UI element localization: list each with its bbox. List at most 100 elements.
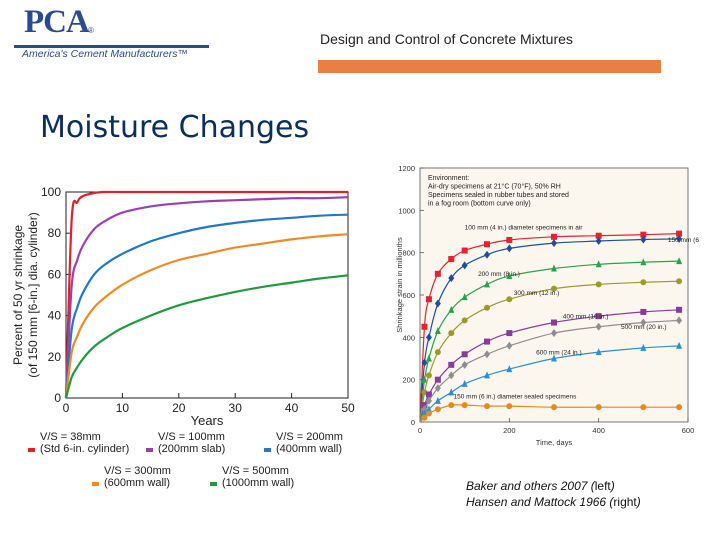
data-point [434, 270, 441, 277]
logo-rule [14, 45, 209, 48]
series-line [64, 274, 349, 399]
data-point [506, 296, 513, 303]
data-point [448, 256, 455, 263]
data-point [448, 371, 455, 380]
data-point [484, 250, 490, 259]
data-point [506, 341, 513, 350]
data-point [676, 341, 683, 349]
data-point [676, 230, 683, 237]
y-axis-label: Shrinkage strain in millionths [395, 237, 404, 333]
legend-label-line1: V/S = 38mm [40, 431, 101, 443]
y-tick-label: 0 [411, 418, 415, 427]
figure-caption: Baker and others 2007 (left) Hansen and … [466, 478, 641, 510]
data-point [506, 271, 513, 279]
data-point [484, 371, 490, 379]
data-point [484, 403, 490, 410]
data-point [421, 358, 428, 367]
legend-label: V/S = 100mm (200mm slab) [158, 431, 225, 455]
data-point [434, 326, 441, 334]
data-point [595, 260, 602, 268]
x-axis-label: Years [191, 413, 224, 428]
data-point [640, 343, 647, 351]
series-label: 150 mm (6 in.) diameter sealed specimens [454, 394, 578, 401]
legend-swatch [146, 448, 153, 452]
y-tick-label: 60 [48, 267, 62, 281]
data-point [484, 350, 490, 359]
x-tick-label: 600 [682, 426, 695, 435]
legend-swatch [92, 482, 99, 486]
caption-right-text: Hansen and Mattock 1966 ( [466, 495, 614, 509]
data-point [461, 261, 468, 270]
data-point [484, 280, 490, 288]
data-point [551, 285, 557, 292]
series-line [64, 233, 349, 399]
data-point [484, 338, 490, 345]
data-point [425, 410, 432, 417]
x-tick-label: 50 [341, 401, 355, 415]
data-point [676, 234, 683, 243]
data-point [421, 402, 428, 409]
slide-title: Moisture Changes [40, 110, 310, 145]
x-tick-label: 400 [592, 426, 605, 435]
data-point [551, 319, 557, 326]
data-point [640, 279, 647, 286]
x-tick-label: 200 [503, 426, 516, 435]
shrinkage-strain-chart: 0 200 400 600 800 1000 1200 0 200 400 600 Time, day… [395, 164, 700, 447]
data-point [425, 391, 432, 398]
x-tick-label: 0 [418, 426, 422, 435]
data-point [676, 404, 683, 411]
data-point [595, 281, 602, 288]
data-point [448, 402, 455, 409]
environment-note: Environment: [428, 175, 469, 182]
y-tick-label: 20 [48, 350, 62, 364]
legend-label-line2: (400mm wall) [276, 443, 342, 455]
data-point [461, 247, 468, 254]
data-point [640, 258, 647, 266]
data-point [640, 231, 647, 238]
logo-tagline: America's Cement Manufacturers™ [22, 48, 188, 60]
caption-left-text: Baker and others 2007 ( [466, 479, 595, 493]
data-point [448, 330, 455, 337]
data-point [461, 360, 468, 369]
legend-label: V/S = 200mm (400mm wall) [276, 431, 343, 455]
y-axis-label: Percent of 50 yr shrinkage [11, 225, 25, 365]
legend-label-line1: V/S = 500mm [222, 465, 289, 477]
logo-registered-mark: ® [88, 26, 94, 35]
data-point [506, 365, 513, 373]
legend-label-line2: (Std 6-in. cylinder) [40, 443, 129, 455]
data-point [434, 376, 441, 383]
legend-swatch [210, 482, 217, 486]
data-point [421, 409, 428, 417]
data-point [448, 361, 455, 368]
environment-note: Air-dry specimens at 21°C (70°F), 50% RH [428, 183, 561, 191]
series-label: 200 mm (8 in.) [478, 271, 520, 278]
y-tick-label: 0 [54, 391, 61, 405]
data-point [595, 232, 602, 239]
data-point [434, 349, 441, 356]
legend-label: V/S = 38mm (Std 6-in. cylinder) [40, 431, 129, 455]
data-point [421, 323, 428, 330]
y-tick-label: 100 [41, 185, 61, 199]
data-point [551, 233, 557, 240]
data-point [676, 257, 683, 265]
data-point [551, 239, 557, 248]
data-point [551, 329, 557, 338]
logo-mark: PCA [24, 4, 90, 40]
data-point [434, 299, 441, 308]
data-point [676, 278, 683, 285]
series-label: 500 mm (20 in.) [621, 324, 667, 331]
data-point [425, 396, 432, 405]
y-tick-label: 800 [402, 249, 415, 258]
data-point [461, 317, 468, 324]
y-axis-label-line2: (of 150 mm [6-in.] dia. cylinder) [26, 212, 40, 377]
caption-right-end: ) [636, 495, 641, 509]
legend-label-line1: V/S = 100mm [158, 431, 225, 443]
x-axis-label: Time, days [536, 438, 573, 447]
data-point [434, 396, 441, 404]
caption-left-side: left [594, 479, 611, 493]
x-tick-label: 0 [63, 401, 70, 415]
data-point [506, 236, 513, 243]
pca-logo: PCA ® America's Cement Manufacturers™ [8, 4, 213, 64]
series-line [64, 190, 348, 399]
data-point [461, 293, 468, 301]
